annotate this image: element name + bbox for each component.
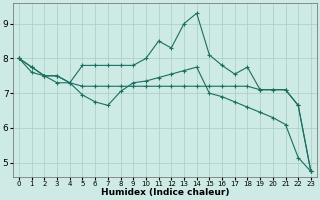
X-axis label: Humidex (Indice chaleur): Humidex (Indice chaleur) [101,188,229,197]
